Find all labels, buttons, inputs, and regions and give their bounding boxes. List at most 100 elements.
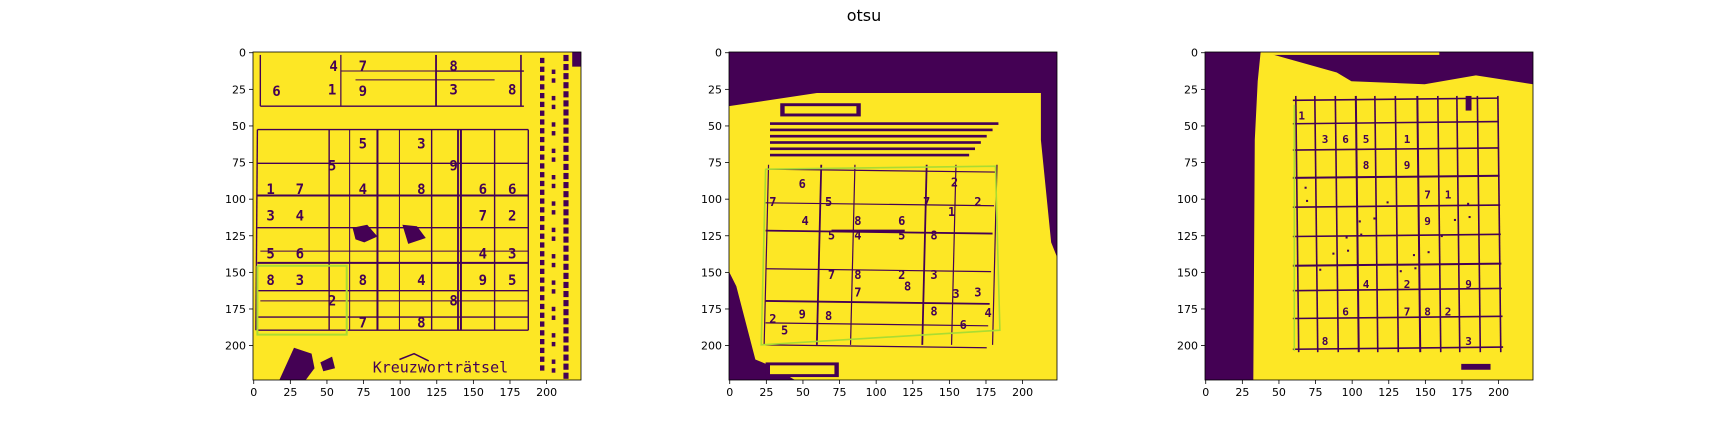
x-tick-label: 75	[357, 386, 371, 399]
printed-digit: 8	[930, 228, 937, 242]
pixel-region	[540, 242, 545, 248]
printed-digit: 3	[974, 286, 981, 300]
x-tick-label: 150	[1415, 386, 1436, 399]
grid-line	[1354, 95, 1360, 353]
grid-line	[765, 322, 989, 327]
grid-line	[255, 129, 259, 331]
y-tick-label: 100	[1177, 193, 1198, 206]
pixel-region	[563, 218, 569, 225]
pixel-region	[540, 268, 545, 274]
printed-digit: 9	[799, 308, 806, 322]
pixel-region	[540, 136, 545, 143]
grid-line	[765, 202, 995, 207]
pixel-region	[540, 321, 545, 327]
noise-dot	[1427, 251, 1430, 254]
printed-digit: 2	[951, 176, 958, 190]
pixel-region	[540, 119, 545, 125]
printed-digit: 8	[1363, 159, 1370, 172]
grid-line	[1394, 95, 1400, 353]
noise-dot	[1332, 252, 1335, 255]
pixel-region	[784, 106, 857, 114]
pixel-region	[563, 182, 569, 189]
pixel-region	[551, 306, 556, 312]
pixel-region	[1205, 52, 1533, 85]
grid-line	[1416, 95, 1422, 353]
pixel-region	[551, 95, 556, 101]
noise-dot	[1453, 218, 1456, 221]
pixel-region	[563, 73, 569, 80]
printed-digit: 5	[828, 228, 835, 242]
printed-digit: 8	[904, 280, 911, 294]
pixel-region	[563, 245, 569, 252]
pixel-region	[540, 172, 545, 178]
y-tick-label: 75	[1184, 157, 1198, 170]
printed-digit: 6	[1342, 133, 1349, 146]
printed-digit: 8	[1322, 335, 1329, 348]
grid-line	[765, 168, 996, 173]
printed-digit: 4	[296, 208, 304, 224]
x-tick-label: 175	[1451, 386, 1472, 399]
pixel-region	[540, 189, 545, 195]
printed-digit: 7	[828, 268, 835, 282]
pixel-region	[551, 148, 556, 154]
pixel-region	[551, 69, 556, 74]
noise-dot	[1399, 270, 1402, 273]
axes-panel-3: 13 6 5 18 97 194 2 96 7 8 28 30 25 50 75 100 125 150 175 20…	[1177, 47, 1534, 399]
printed-digit: 5	[898, 228, 905, 242]
pixel-region	[1465, 95, 1472, 111]
pixel-region	[551, 175, 556, 180]
text-line	[770, 128, 993, 132]
printed-digit: 8	[508, 82, 516, 98]
pixel-region	[551, 262, 556, 268]
x-tick-label: 25	[759, 386, 773, 399]
x-tick-label: 200	[1488, 386, 1509, 399]
y-tick-label: 125	[225, 230, 246, 243]
grid-line	[1292, 147, 1500, 151]
pixel-region	[551, 289, 556, 294]
printed-digit: 6	[898, 214, 905, 228]
printed-digit: 6	[508, 182, 516, 198]
grid-line	[1292, 287, 1502, 292]
x-tick-label: 125	[1378, 386, 1399, 399]
printed-digit: 8	[825, 309, 832, 323]
pixel-region	[563, 127, 569, 134]
printed-digit: 9	[449, 159, 457, 175]
pixel-region	[540, 224, 545, 231]
pixel-region	[551, 104, 556, 110]
printed-digit: 7	[296, 182, 304, 198]
y-tick-label: 200	[701, 340, 722, 353]
x-tick-label: 100	[390, 386, 411, 399]
printed-digit: 4	[359, 182, 367, 198]
y-tick-label: 150	[225, 266, 246, 279]
pixel-region	[563, 327, 569, 334]
noise-dot	[1467, 202, 1470, 205]
pixel-region	[399, 352, 430, 362]
pixel-region	[551, 210, 556, 215]
pixel-region	[563, 54, 569, 62]
grid-line	[1292, 97, 1498, 102]
y-tick-label: 150	[1177, 266, 1198, 279]
axes-frame	[1204, 51, 1534, 381]
pixel-region	[540, 233, 545, 239]
printed-digit: 9	[1465, 278, 1472, 291]
pixel-region	[540, 339, 545, 345]
pixel-region	[540, 66, 545, 72]
printed-digit: 6	[296, 246, 304, 262]
printed-digit: 8	[1424, 306, 1431, 319]
printed-digit: 2	[974, 195, 981, 209]
printed-digit: 8	[854, 214, 861, 228]
figure-suptitle: otsu	[847, 6, 882, 25]
pixel-region	[540, 207, 545, 213]
x-tick-label: 25	[283, 386, 297, 399]
pixel-region	[540, 180, 545, 187]
pixel-region	[563, 354, 569, 361]
x-tick-label: 150	[939, 386, 960, 399]
noise-dot	[1412, 254, 1415, 257]
pixel-region	[551, 333, 556, 338]
printed-digit: 2	[508, 208, 516, 224]
grid-line	[1437, 95, 1442, 353]
shadow-region	[1205, 52, 1261, 380]
printed-digit: 7	[359, 315, 367, 331]
pixel-region	[563, 254, 569, 261]
